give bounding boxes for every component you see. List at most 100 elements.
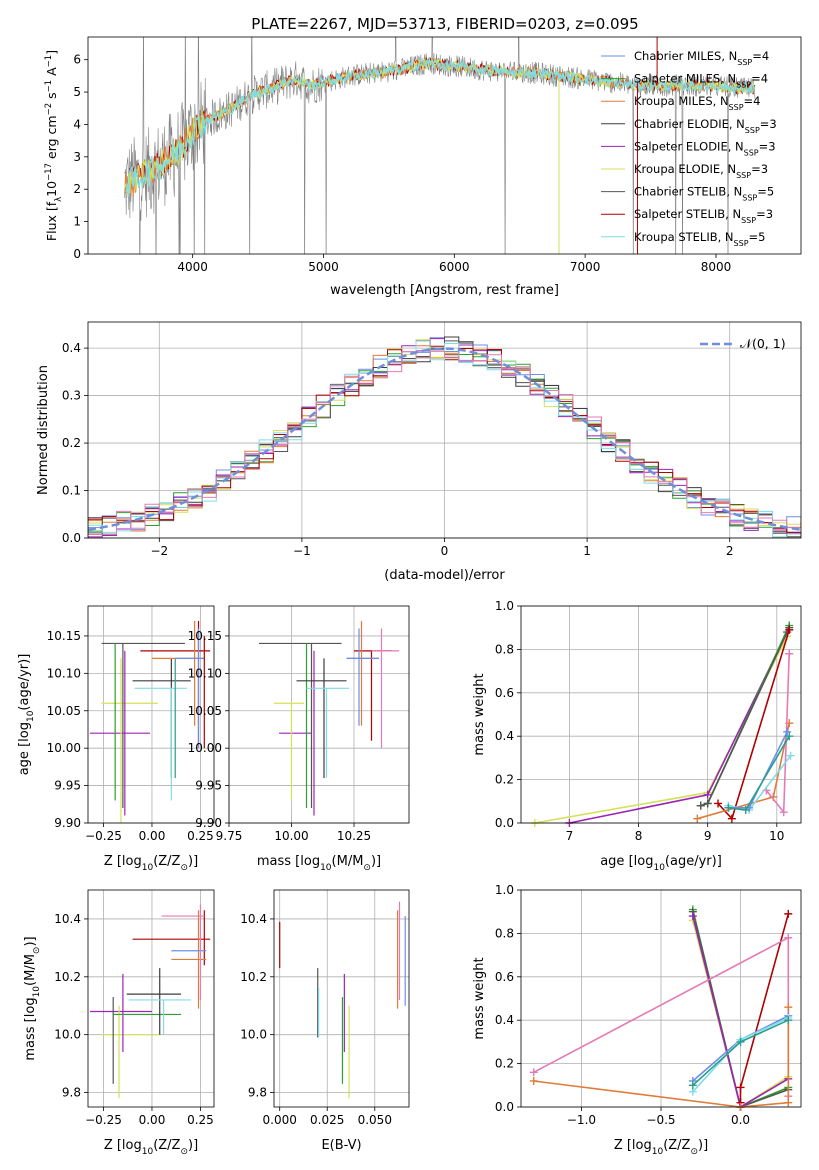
legend-tail: =5 — [749, 230, 766, 244]
y-axis-label-mid: 10 — [44, 181, 59, 197]
y-axis-label-main: mass [log — [23, 997, 38, 1060]
y-axis-label-end: ] — [44, 50, 59, 55]
x-tick-label: −1 — [293, 544, 311, 558]
x-tick-label: −0.25 — [85, 829, 122, 843]
x-tick-label: 8000 — [701, 260, 732, 274]
y-tick-label: 0.6 — [495, 970, 514, 984]
y-tick-label: 9.95 — [195, 779, 222, 793]
legend-tail: =3 — [759, 139, 776, 153]
x-axis-label-main: mass [log — [257, 854, 320, 869]
y-tick-label: 10.05 — [188, 704, 222, 718]
x-tick-label: 0.000 — [263, 1113, 297, 1127]
x-axis-label-rest: (Z/Z — [663, 1138, 690, 1153]
axes-frame — [87, 605, 215, 824]
y-axis-label-mid4: A — [44, 67, 59, 80]
x-axis-label: mass [log10(M/M⊙)] — [257, 854, 381, 873]
y-tick-label: 10.0 — [240, 1028, 267, 1042]
hist-series-extra-pink — [88, 350, 801, 537]
x-axis-label-end: )] — [188, 854, 198, 869]
legend-entry: Kroupa STELIB, NSSP=5 — [634, 230, 765, 248]
x-axis-label-end: )] — [698, 1138, 708, 1153]
legend-sub: SSP — [744, 148, 759, 157]
y-tick-label: 10.00 — [188, 741, 222, 755]
x-tick-label: −2 — [150, 544, 168, 558]
y-tick-label: 6 — [73, 53, 81, 67]
weight-point — [703, 790, 712, 799]
weight-series-line — [534, 636, 788, 824]
x-axis-label-sub: 10 — [320, 863, 332, 873]
y-tick-label: 0.4 — [62, 341, 81, 355]
x-axis-label-rest: (Z/Z — [153, 854, 180, 869]
chart-spectrum: 4000 5000 6000 7000 8000 0 1 2 3 4 5 6 Chabrier MILE… — [44, 36, 802, 298]
x-tick-label: 10.25 — [337, 829, 371, 843]
legend-label: Salpeter MILES, N — [634, 72, 736, 86]
y-axis-label: Flux [fλ10−17 erg cm−2 s−1 A−1] — [44, 50, 64, 241]
y-tick-label: 1.0 — [495, 883, 514, 897]
x-axis-label-sub: 10 — [142, 1147, 154, 1157]
y-tick-label: 10.10 — [188, 666, 222, 680]
legend-label: Chabrier ELODIE, N — [634, 117, 745, 131]
legend-tail: =3 — [756, 207, 773, 221]
y-tick-label: 0.3 — [62, 389, 81, 403]
y-axis-label-rest: (M/M — [23, 954, 38, 986]
y-axis-label: mass weight — [472, 673, 487, 755]
x-tick-label: 6000 — [439, 260, 470, 274]
weight-point — [693, 814, 702, 823]
legend-tail: =5 — [757, 185, 774, 199]
weight-point — [784, 1016, 793, 1025]
x-tick-label: 5000 — [308, 260, 339, 274]
weight-series-line — [697, 723, 790, 820]
y-axis-label-sub: λ — [54, 197, 64, 202]
x-tick-label: 9 — [704, 829, 712, 843]
y-tick-label: 0.0 — [495, 1100, 514, 1114]
y-tick-label: 10.2 — [240, 970, 267, 984]
legend-label: Kroupa MILES, N — [634, 94, 729, 108]
weight-point — [736, 1083, 745, 1092]
y-axis-label-main: Flux [f — [44, 201, 59, 241]
x-tick-label: 0.0 — [731, 1113, 750, 1127]
spectrum-model-line-kroupa-stelib — [124, 56, 756, 200]
x-axis-label-sub: 10 — [142, 863, 154, 873]
weight-point — [688, 1081, 697, 1090]
y-axis-label: age [log10(age/yr)] — [17, 654, 36, 776]
x-axis-label-main: Z [log — [104, 854, 142, 869]
y-tick-label: 10.4 — [54, 912, 81, 926]
y-tick-label: 9.8 — [248, 1086, 267, 1100]
x-tick-label: 7 — [566, 829, 574, 843]
y-axis-label-rest: (age/yr)] — [17, 654, 32, 711]
x-axis-label: E(B-V) — [321, 1138, 361, 1153]
weight-point — [703, 799, 712, 808]
y-axis-label-sup4: −1 — [44, 55, 54, 68]
x-axis-label-sub2: ⊙ — [180, 1147, 188, 1157]
y-tick-label: 10.10 — [47, 666, 81, 680]
y-tick-label: 9.8 — [62, 1086, 81, 1100]
x-axis-label-sub2: ⊙ — [363, 863, 371, 873]
x-tick-label: −1.0 — [567, 1113, 596, 1127]
x-tick-label: 7000 — [570, 260, 601, 274]
y-tick-label: 1.0 — [495, 599, 514, 613]
weight-point — [736, 1037, 745, 1046]
weight-series-line — [717, 629, 790, 821]
weight-point — [529, 1076, 538, 1085]
legend-entry: Salpeter MILES, NSSP=4 — [634, 72, 768, 90]
x-axis-label: Z [log10(Z/Z⊙)] — [104, 1138, 198, 1157]
y-axis-label: Normed distribution — [36, 365, 51, 495]
axes-frame — [87, 889, 215, 1108]
y-tick-label: 1 — [73, 215, 81, 229]
y-axis-label-sub2: ⊙ — [32, 947, 42, 955]
x-axis-label: Z [log10(Z/Z⊙)] — [614, 1138, 708, 1157]
legend-sub: SSP — [736, 80, 751, 89]
x-axis-label-sub: 10 — [652, 1147, 664, 1157]
legend-entry: Salpeter ELODIE, NSSP=3 — [634, 139, 776, 157]
y-tick-label: 10.15 — [47, 629, 81, 643]
weight-point — [786, 751, 795, 760]
axes-frame — [87, 321, 802, 539]
legend-label: Kroupa STELIB, N — [634, 230, 734, 244]
x-axis-label: (data-model)/error — [384, 568, 505, 583]
x-tick-label: 0.050 — [358, 1113, 392, 1127]
axes-frame — [228, 605, 410, 824]
chart-mass_vs_Z: −0.25 0.00 0.259.810.010.210.4Z [log10(Z/Z… — [23, 889, 215, 1157]
weight-point — [785, 625, 794, 634]
legend-sub: SSP — [729, 103, 744, 112]
x-tick-label: 10 — [769, 829, 784, 843]
